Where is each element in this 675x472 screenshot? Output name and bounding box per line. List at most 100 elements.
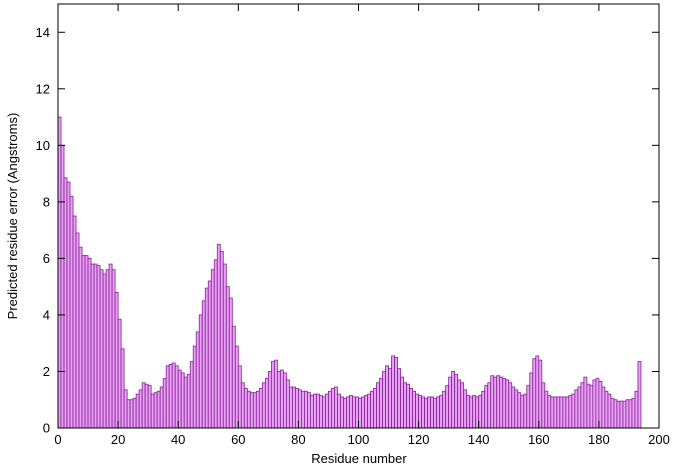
bar — [610, 397, 615, 429]
bar — [541, 382, 546, 429]
bar — [135, 393, 140, 429]
bar — [502, 378, 507, 429]
x-axis-label: Residue number — [311, 451, 407, 466]
bar — [409, 388, 413, 429]
bar — [379, 378, 383, 429]
bar — [138, 389, 143, 429]
bar — [304, 390, 308, 429]
bar — [403, 382, 407, 429]
bar — [466, 395, 471, 429]
bar — [481, 390, 486, 429]
bar — [310, 395, 314, 429]
x-tick-label: 100 — [348, 432, 370, 447]
bar — [123, 389, 128, 429]
bar — [75, 232, 80, 429]
bar — [331, 388, 335, 429]
bar — [237, 365, 242, 429]
bar — [631, 397, 636, 429]
bar — [108, 263, 113, 429]
bar — [186, 373, 191, 429]
bar — [562, 396, 567, 429]
bar — [126, 399, 131, 429]
bar — [412, 390, 416, 429]
bar — [520, 395, 525, 429]
bar — [361, 396, 365, 429]
bar — [604, 390, 609, 429]
bar — [613, 399, 618, 429]
bar — [385, 365, 389, 429]
bar — [628, 399, 633, 429]
x-tick-label: 60 — [231, 432, 245, 447]
bar — [607, 393, 612, 429]
x-tick-label: 160 — [528, 432, 550, 447]
bar — [63, 177, 68, 429]
x-tick-label: 80 — [291, 432, 305, 447]
bar — [319, 395, 323, 429]
bar — [156, 390, 161, 429]
bar — [267, 371, 272, 429]
bar — [198, 314, 203, 429]
bar — [397, 368, 401, 429]
bar — [580, 382, 585, 429]
bar — [346, 396, 350, 429]
y-tick-label: 10 — [36, 138, 50, 153]
bar — [114, 291, 119, 429]
bar — [132, 397, 137, 429]
bar — [571, 393, 576, 429]
bar — [216, 243, 221, 429]
bar — [553, 396, 558, 429]
bar — [439, 395, 444, 429]
bar — [210, 269, 215, 429]
bar — [406, 383, 410, 429]
bar — [457, 379, 462, 429]
bar — [153, 392, 158, 429]
bar — [529, 372, 534, 429]
bar — [496, 375, 501, 429]
bar — [291, 386, 296, 429]
bar — [499, 376, 504, 429]
bar — [322, 396, 326, 429]
bar — [442, 390, 447, 429]
bar — [81, 255, 86, 429]
y-tick-label: 0 — [43, 421, 50, 436]
bar — [343, 397, 347, 429]
bar — [120, 348, 125, 429]
bar — [448, 376, 453, 429]
bar — [307, 392, 311, 429]
bar — [150, 393, 155, 429]
bar — [84, 255, 89, 429]
bar — [325, 393, 329, 429]
bar — [183, 376, 188, 429]
bar — [340, 396, 344, 429]
bar — [90, 263, 95, 429]
bar — [282, 372, 287, 429]
bar — [451, 371, 456, 429]
bar — [60, 144, 65, 429]
bar — [234, 345, 239, 429]
bar — [228, 297, 233, 429]
y-tick-label: 14 — [36, 25, 50, 40]
bar — [334, 386, 338, 429]
bar — [168, 363, 173, 429]
x-tick-label: 180 — [588, 432, 610, 447]
bar — [129, 399, 134, 429]
bar — [177, 369, 182, 429]
bar — [252, 392, 257, 429]
bar — [270, 361, 275, 429]
bar — [625, 399, 630, 429]
bar — [352, 396, 356, 429]
bars — [57, 116, 642, 429]
bar — [565, 396, 570, 429]
bar — [316, 393, 320, 429]
x-tick-label: 120 — [408, 432, 430, 447]
bar — [367, 393, 371, 429]
bar — [192, 345, 197, 429]
bar — [66, 181, 71, 429]
bar — [391, 355, 395, 429]
bar — [279, 369, 284, 429]
bar — [376, 382, 380, 429]
bar — [550, 396, 555, 429]
bar — [255, 390, 260, 429]
bar — [619, 400, 624, 429]
